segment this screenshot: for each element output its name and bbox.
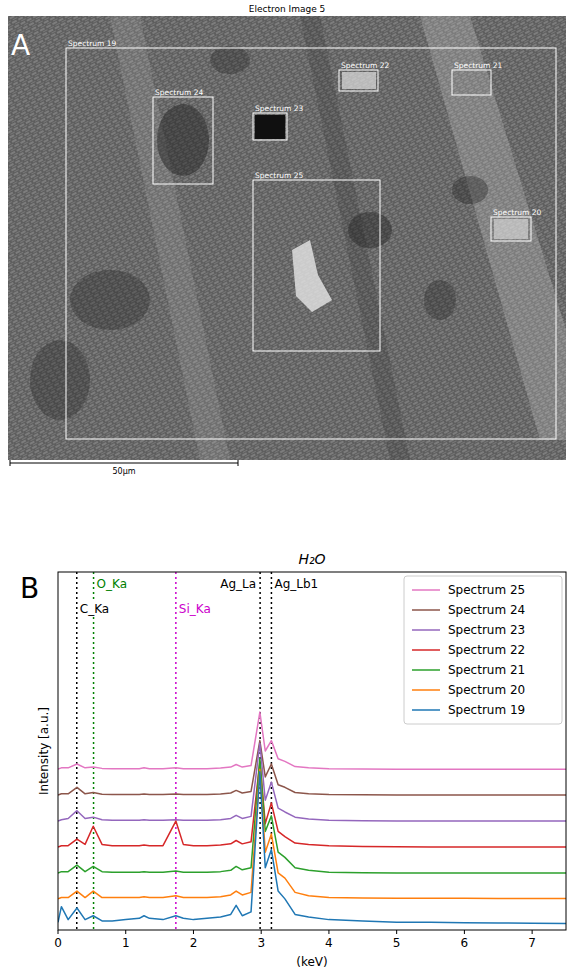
- x-tick: [328, 930, 329, 934]
- legend-label: Spectrum 20: [448, 683, 525, 697]
- spectrum-line: [58, 761, 566, 847]
- label-patch: [273, 577, 319, 591]
- dark-grain: [348, 212, 392, 248]
- x-tick-label: 5: [393, 936, 401, 950]
- region-label: Spectrum 22: [341, 61, 389, 70]
- legend-label: Spectrum 21: [448, 663, 525, 677]
- region-label: Spectrum 25: [255, 171, 303, 180]
- spectrum-region: [253, 113, 287, 140]
- legend-swatch: [412, 669, 440, 671]
- spectrum-line: [58, 769, 566, 899]
- spectrum-region: [153, 97, 213, 184]
- region-label: Spectrum 24: [155, 88, 203, 97]
- dark-grain: [210, 46, 250, 74]
- chart-title: H₂O: [298, 551, 325, 567]
- panel-label: B: [20, 572, 39, 605]
- data-layer: [58, 572, 566, 930]
- legend-label: Spectrum 24: [448, 603, 525, 617]
- x-tick: [396, 930, 397, 934]
- x-tick-label: 4: [325, 936, 333, 950]
- spectrum-line: [58, 759, 566, 873]
- legend-label: Spectrum 19: [448, 703, 525, 717]
- legend-swatch: [412, 629, 440, 631]
- spectrum-line: [58, 772, 566, 924]
- reference-line: [175, 572, 177, 930]
- spectrum-region: [452, 70, 491, 95]
- label-patch: [219, 577, 257, 591]
- x-tick-label: 3: [257, 936, 265, 950]
- x-axis-title: (keV): [296, 955, 327, 969]
- scale-bar: [10, 463, 238, 464]
- x-tick-label: 7: [528, 936, 536, 950]
- scale-bar-end: [10, 460, 11, 466]
- label-patch: [79, 602, 110, 616]
- spectrum-line: [58, 741, 566, 795]
- bright-band: [110, 16, 230, 460]
- x-tick-label: 6: [461, 936, 469, 950]
- reference-label: Ag_La: [220, 577, 256, 591]
- region-label: Spectrum 21: [454, 61, 502, 70]
- dark-grain: [424, 280, 456, 320]
- dark-band: [300, 16, 410, 460]
- x-tick: [464, 930, 465, 934]
- x-tick-label: 2: [190, 936, 198, 950]
- figure: Electron Image 5Spectrum 19Spectrum 20Sp…: [0, 0, 574, 974]
- spectrum-line: [58, 743, 566, 821]
- spectrum-region: [66, 48, 556, 439]
- reference-label: Si_Ka: [179, 602, 211, 616]
- legend-label: Spectrum 25: [448, 583, 525, 597]
- sem-image: [8, 16, 566, 460]
- panel-label: A: [11, 29, 30, 62]
- reference-label: C_Ka: [80, 602, 109, 616]
- image-title: Electron Image 5: [249, 4, 326, 14]
- bright-band: [420, 16, 566, 440]
- sem-background: [8, 16, 566, 460]
- y-axis-title: Intensity [a.u.]: [37, 707, 51, 795]
- legend-label: Spectrum 23: [448, 623, 525, 637]
- legend-label: Spectrum 22: [448, 643, 525, 657]
- x-tick: [58, 930, 59, 934]
- legend-swatch: [412, 709, 440, 711]
- label-patch: [96, 577, 128, 591]
- bright-particle: [342, 72, 376, 89]
- legend-swatch: [412, 589, 440, 591]
- label-patch: [178, 602, 212, 616]
- dark-grain: [30, 340, 90, 420]
- x-tick-label: 0: [54, 936, 62, 950]
- legend-box: [404, 576, 562, 724]
- spectrum-region: [339, 70, 378, 91]
- legend: Spectrum 25 Spectrum 24 Spectrum 23 Spectru…: [404, 576, 562, 724]
- reference-label: Ag_Lb1: [274, 577, 318, 591]
- region-label: Spectrum 20: [493, 208, 541, 217]
- x-tick: [193, 930, 194, 934]
- spectrum-region: [253, 180, 380, 351]
- reference-line: [93, 572, 95, 930]
- dark-grain: [452, 176, 488, 204]
- region-label: Spectrum 23: [255, 104, 303, 113]
- x-tick: [125, 930, 126, 934]
- dark-grain: [70, 270, 150, 330]
- scale-bar-end: [238, 460, 239, 466]
- x-tick: [261, 930, 262, 934]
- dark-grain: [157, 104, 209, 176]
- plot-frame: [58, 572, 566, 930]
- dark-particle: [255, 115, 285, 139]
- legend-swatch: [412, 689, 440, 691]
- legend-swatch: [412, 609, 440, 611]
- spectrum-region: [491, 217, 531, 241]
- scale-bar-label: 50µm: [112, 467, 135, 476]
- reference-line: [76, 572, 78, 930]
- reference-labels: C_Ka O_Ka Si_Ka Ag_La Ag_Lb1: [79, 577, 319, 616]
- region-label: Spectrum 19: [68, 39, 116, 48]
- reference-label: O_Ka: [97, 577, 127, 591]
- reference-line: [271, 572, 273, 930]
- bright-particle: [494, 219, 528, 239]
- x-tick: [532, 930, 533, 934]
- bright-particle: [292, 240, 332, 312]
- plot-area: [58, 572, 566, 930]
- x-tick-label: 1: [122, 936, 130, 950]
- legend-swatch: [412, 649, 440, 651]
